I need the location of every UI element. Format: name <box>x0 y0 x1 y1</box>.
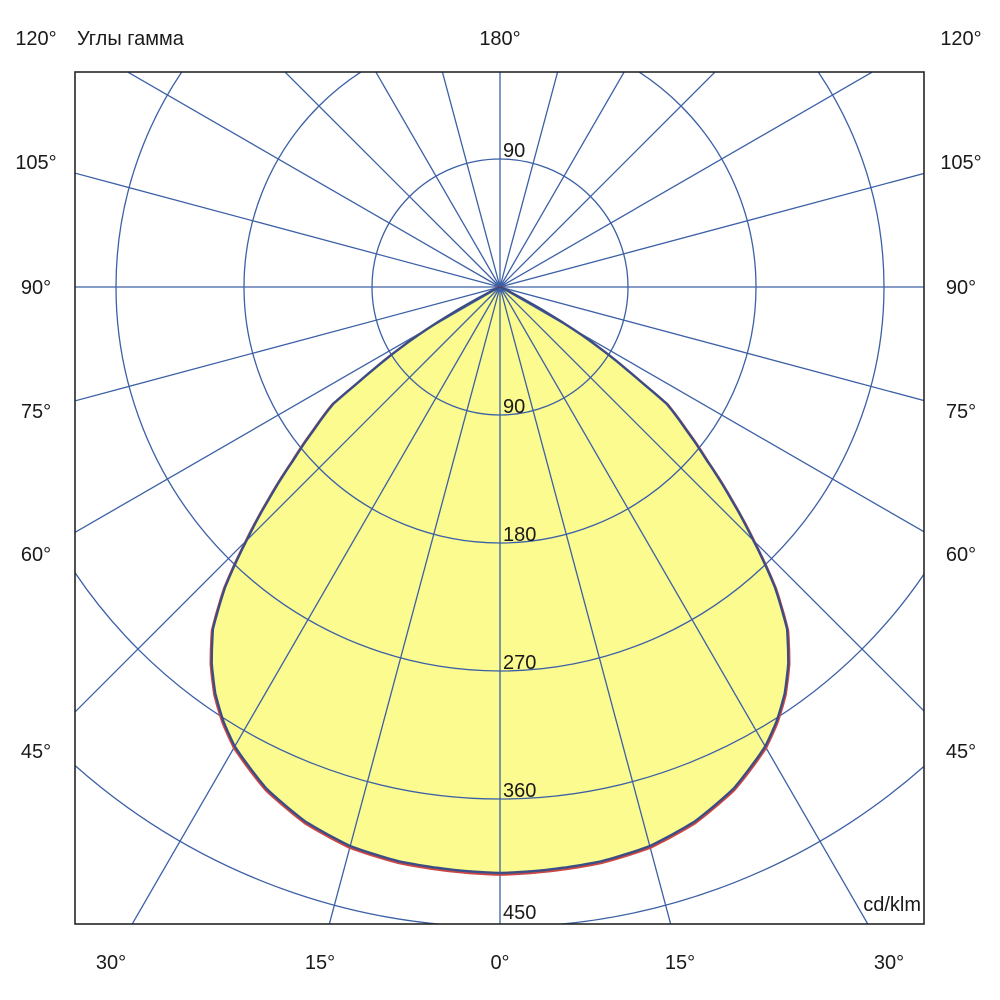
gamma-angle-label-top: 180° <box>479 28 520 50</box>
intensity-tick-label-upper: 90 <box>503 140 525 162</box>
gamma-angle-label-right: 75° <box>946 401 976 423</box>
radial-gridline <box>328 286 501 924</box>
gamma-angle-label-bottom: 0° <box>490 952 509 974</box>
chart-title: Углы гамма <box>77 28 185 50</box>
radial-gridline <box>499 286 924 402</box>
gamma-angle-label-bottom: 15° <box>665 952 695 974</box>
intensity-tick-label: 180 <box>503 524 536 546</box>
plot-border <box>74 71 925 925</box>
radial-gridline <box>499 286 924 533</box>
gamma-angle-label-left: 90° <box>21 277 51 299</box>
distribution-curves <box>209 285 791 876</box>
gamma-angle-label-bottom: 30° <box>96 952 126 974</box>
gamma-angle-label-right: 45° <box>946 741 976 763</box>
radial-gridline <box>499 286 924 712</box>
radial-gridline <box>75 286 501 534</box>
radial-gridline <box>441 72 501 288</box>
gamma-angle-label-bottom: 15° <box>305 952 335 974</box>
radial-gridline <box>75 286 501 713</box>
gamma-angle-label-right: 105° <box>940 152 981 174</box>
curve-blue <box>210 285 790 875</box>
intensity-tick-label: 90 <box>503 396 525 418</box>
unit-label: cd/klm <box>863 894 921 916</box>
gamma-angle-label-right: 120° <box>940 28 981 50</box>
intensity-tick-label: 450 <box>503 902 536 924</box>
gamma-angle-label-bottom: 30° <box>874 952 904 974</box>
radial-gridline <box>499 286 869 924</box>
gamma-angle-label-left: 75° <box>21 401 51 423</box>
radial-gridline <box>499 72 716 288</box>
gamma-angle-label-left: 120° <box>15 28 56 50</box>
radial-gridline <box>499 286 672 924</box>
radial-gridline <box>75 286 501 402</box>
gamma-angle-label-right: 60° <box>946 544 976 566</box>
radial-gridline <box>499 72 559 288</box>
radial-gridline <box>75 172 501 288</box>
radial-gridline <box>499 72 625 288</box>
gamma-angle-label-left: 105° <box>15 152 56 174</box>
intensity-tick-label: 360 <box>503 780 536 802</box>
gamma-angle-label-left: 60° <box>21 544 51 566</box>
radial-gridline <box>375 72 501 288</box>
gamma-angle-label-left: 45° <box>21 741 51 763</box>
radial-gridline <box>131 286 501 924</box>
radial-gridline <box>284 72 501 288</box>
radial-gridline <box>499 172 924 288</box>
radial-gridline <box>499 72 874 288</box>
radial-gridline <box>126 72 501 288</box>
intensity-tick-label: 270 <box>503 652 536 674</box>
gamma-angle-label-right: 90° <box>946 277 976 299</box>
